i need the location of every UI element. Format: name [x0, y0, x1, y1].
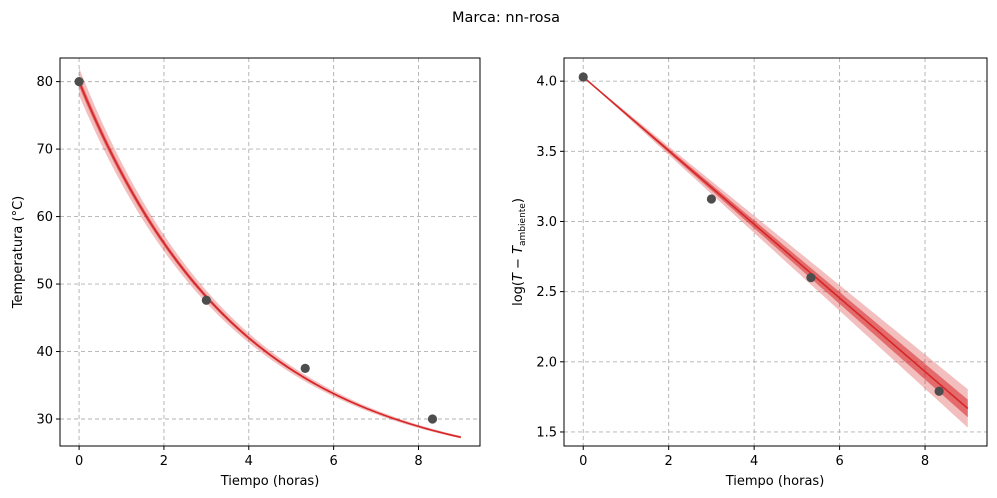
- left-xtick-label-4: 8: [414, 454, 422, 469]
- left-ylabel: Temperatura (°C): [11, 196, 26, 309]
- right-point-3: [934, 386, 944, 396]
- right-ytick-label-2: 2.5: [536, 285, 557, 300]
- left-fit-curve: [78, 81, 462, 439]
- right-xtick-label-0: 0: [579, 454, 587, 469]
- left-confidence-band: [79, 67, 461, 439]
- right-axes-frame: [563, 57, 988, 447]
- left-xtick-label-2: 4: [245, 454, 253, 469]
- right-grid: [564, 58, 987, 446]
- right-band-inner: [583, 76, 968, 418]
- left-xtick-label-3: 6: [329, 454, 337, 469]
- left-fit-line: [78, 81, 462, 439]
- left-panel: 0 2 4 6 8 30 40 50 60 70 80 Tiempo (horas) Tempera…: [11, 57, 481, 489]
- right-panel: 0 2 4 6 8 1.5 2.0 2.5 3.0 3.5 4.0 Tiempo (horas) l…: [511, 57, 988, 489]
- right-ytick-label-1: 2.0: [536, 355, 557, 370]
- right-ytick-label-4: 3.5: [536, 145, 557, 160]
- right-xtick-label-2: 4: [750, 454, 758, 469]
- left-ytick-label-3: 60: [36, 210, 53, 225]
- right-fit-curve: [582, 76, 969, 410]
- left-point-3: [427, 414, 438, 424]
- right-data-points: [578, 72, 944, 396]
- right-ylabel: log(T − Tambiente): [511, 198, 528, 306]
- right-xlabel: Tiempo (horas): [725, 474, 825, 489]
- left-band-inner: [79, 76, 461, 438]
- right-point-0: [578, 72, 588, 82]
- left-point-2: [300, 363, 310, 373]
- right-fit-line: [582, 76, 969, 410]
- right-xtick-label-1: 2: [665, 454, 673, 469]
- right-ytick-label-0: 1.5: [536, 425, 557, 440]
- right-point-2: [806, 273, 816, 283]
- left-point-1: [201, 295, 211, 305]
- left-grid: [60, 58, 480, 446]
- left-ytick-label-4: 70: [36, 143, 53, 158]
- right-point-1: [706, 194, 717, 204]
- left-ticks: 0 2 4 6 8 30 40 50 60 70 80: [36, 75, 422, 469]
- right-ylabel-sub: ambiente: [518, 203, 528, 246]
- right-ytick-label-5: 4.0: [536, 75, 557, 90]
- left-ytick-label-1: 40: [36, 345, 53, 360]
- right-ytick-label-3: 3.0: [536, 215, 557, 230]
- left-xlabel: Tiempo (horas): [220, 474, 320, 489]
- left-xtick-label-0: 0: [75, 454, 83, 469]
- right-ylabel-var2: T: [511, 245, 526, 254]
- right-ylabel-var: T: [511, 272, 526, 281]
- left-ytick-label-2: 50: [36, 278, 53, 293]
- left-data-points: [74, 77, 438, 424]
- right-xtick-label-4: 8: [921, 454, 929, 469]
- figure-suptitle: Marca: nn-rosa: [452, 10, 560, 26]
- right-band-outer: [583, 76, 968, 428]
- left-band-outer: [79, 67, 461, 439]
- right-xtick-label-3: 6: [835, 454, 843, 469]
- left-xtick-label-1: 2: [160, 454, 168, 469]
- right-ylabel-minus: −: [511, 254, 526, 273]
- left-ytick-label-5: 80: [36, 75, 53, 90]
- left-axes-frame: [59, 57, 481, 447]
- left-point-0: [74, 77, 84, 87]
- right-ticks: 0 2 4 6 8 1.5 2.0 2.5 3.0 3.5 4.0: [536, 75, 929, 469]
- right-ylabel-prefix: log(: [511, 281, 526, 306]
- left-ytick-label-0: 30: [36, 413, 53, 428]
- right-ylabel-suffix: ): [511, 198, 526, 203]
- right-confidence-band: [583, 76, 968, 428]
